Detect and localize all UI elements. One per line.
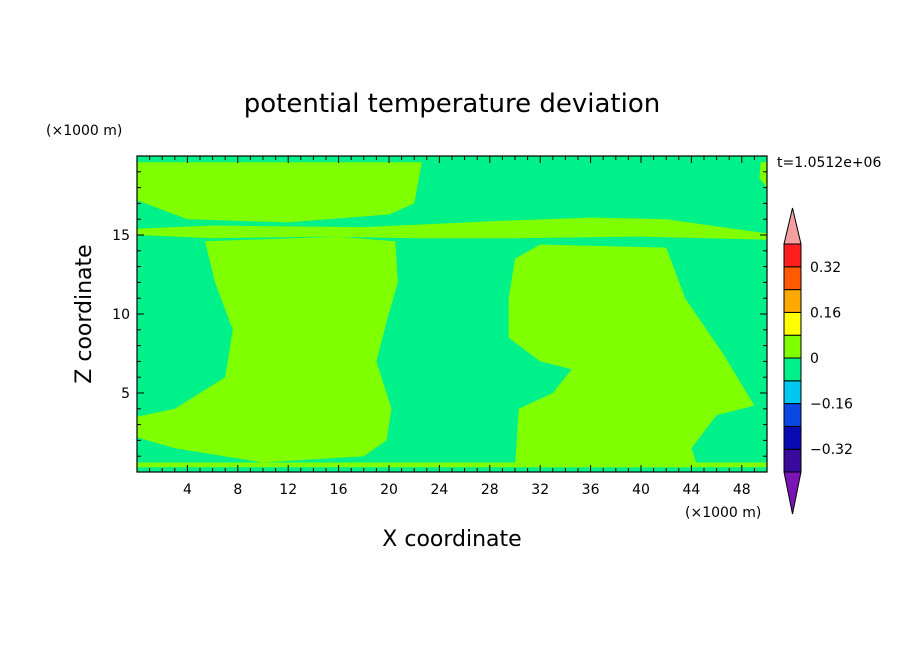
x-tick-label: 32 xyxy=(531,482,549,498)
x-tick-label: 28 xyxy=(481,482,499,498)
x-tick-label: 20 xyxy=(380,482,398,498)
chart-title: potential temperature deviation xyxy=(244,89,660,119)
field-region-4 xyxy=(137,462,767,468)
y-unit-label: (×1000 m) xyxy=(46,123,122,139)
colorbar: 0.32 0.16 0 −0.16 −0.32 xyxy=(783,207,853,515)
y-tick-label: 5 xyxy=(121,386,130,402)
colorbar-under-arrow xyxy=(783,471,802,515)
x-tick-label: 24 xyxy=(430,482,448,498)
colorbar-swatch xyxy=(783,403,802,427)
time-label: t=1.0512e+06 xyxy=(777,155,881,171)
x-tick-label: 4 xyxy=(183,482,192,498)
colorbar-swatch xyxy=(783,311,802,336)
y-axis-title: Z coordinate xyxy=(72,244,97,383)
colorbar-label: −0.16 xyxy=(810,397,853,413)
colorbar-swatch xyxy=(783,243,802,268)
field-region-3 xyxy=(508,244,755,468)
x-unit-label: (×1000 m) xyxy=(685,505,761,521)
x-tick-label: 16 xyxy=(330,482,348,498)
field-region-5 xyxy=(759,162,767,188)
x-tick-label: 40 xyxy=(632,482,650,498)
colorbar-swatch xyxy=(783,357,802,382)
x-axis-title: X coordinate xyxy=(382,527,521,552)
x-tick-label: 8 xyxy=(233,482,242,498)
colorbar-swatch xyxy=(783,425,802,450)
colorbar-swatch xyxy=(783,289,802,313)
x-tick-label: 12 xyxy=(279,482,297,498)
colorbar-label: 0.16 xyxy=(810,305,841,321)
colorbar-over-arrow xyxy=(783,207,802,245)
colorbar-swatch xyxy=(783,380,802,405)
x-tick-label: 44 xyxy=(682,482,700,498)
colorbar-swatch xyxy=(783,266,802,291)
field-region-2 xyxy=(137,236,398,463)
colorbar-swatch xyxy=(783,334,802,359)
colorbar-label: 0 xyxy=(810,351,819,367)
y-tick-label: 15 xyxy=(112,228,130,244)
field-region-1 xyxy=(137,217,767,240)
colorbar-label: 0.32 xyxy=(810,260,841,276)
x-tick-label: 48 xyxy=(733,482,751,498)
y-tick-label: 10 xyxy=(112,307,130,323)
colorbar-swatch xyxy=(783,448,802,473)
field-region-0 xyxy=(137,162,422,223)
plot-area xyxy=(137,156,767,472)
x-tick-label: 36 xyxy=(582,482,600,498)
field-regions xyxy=(137,162,767,468)
colorbar-label: −0.32 xyxy=(810,442,853,458)
